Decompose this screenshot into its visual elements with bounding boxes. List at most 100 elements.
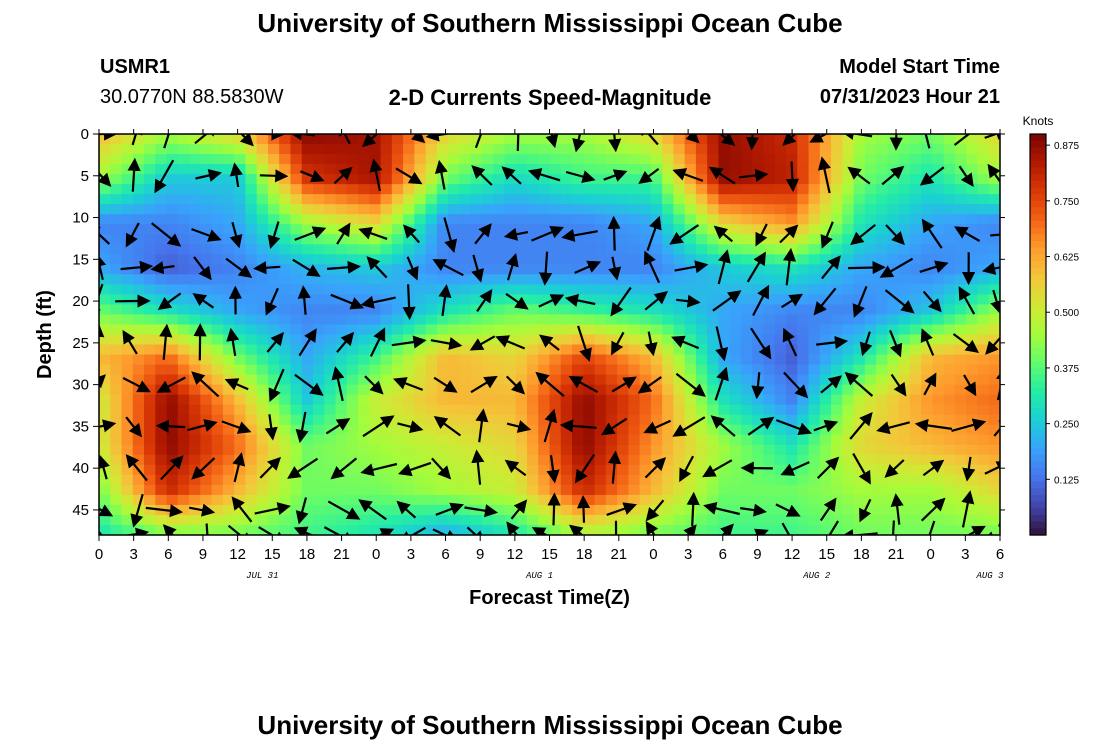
heatmap-cell bbox=[189, 474, 201, 486]
current-vector-arrow bbox=[159, 323, 173, 360]
heatmap-cell bbox=[312, 334, 325, 346]
heatmap-cell bbox=[718, 244, 731, 255]
heatmap-cell bbox=[594, 324, 607, 336]
heatmap-cell bbox=[177, 414, 190, 426]
heatmap-cell bbox=[335, 344, 348, 356]
heatmap-cell bbox=[369, 424, 382, 436]
heatmap-cell bbox=[481, 164, 494, 175]
heatmap-cell bbox=[605, 504, 618, 516]
heatmap-cell bbox=[628, 514, 641, 526]
heatmap-cell bbox=[842, 274, 855, 285]
heatmap-cell bbox=[707, 154, 720, 165]
heatmap-cell bbox=[121, 504, 134, 516]
heatmap-cell bbox=[786, 414, 798, 426]
heatmap-cell bbox=[155, 304, 168, 316]
heatmap-cell bbox=[583, 514, 596, 526]
heatmap-cell bbox=[234, 364, 247, 376]
x-tick-label: 3 bbox=[684, 546, 692, 563]
heatmap-cell bbox=[515, 484, 528, 496]
heatmap-cell bbox=[797, 244, 810, 255]
heatmap-cell bbox=[493, 444, 506, 456]
heatmap-cell bbox=[200, 244, 213, 255]
heatmap-cell bbox=[493, 204, 506, 215]
current-vector-arrow bbox=[568, 376, 599, 394]
heatmap-cell bbox=[358, 274, 370, 285]
heatmap-cell bbox=[335, 264, 348, 275]
heatmap-cell bbox=[617, 154, 629, 165]
colorbar-frame bbox=[1029, 133, 1047, 536]
heatmap-cell bbox=[842, 174, 855, 185]
heatmap-cell bbox=[200, 134, 213, 145]
heatmap-cell bbox=[662, 184, 674, 195]
colorbar-swatch bbox=[1030, 474, 1046, 483]
heatmap-cell bbox=[256, 324, 269, 336]
heatmap-cell bbox=[245, 314, 258, 326]
heatmap-cell bbox=[842, 284, 855, 296]
heatmap-cell bbox=[650, 394, 663, 406]
heatmap-cell bbox=[774, 154, 787, 165]
heatmap-cell bbox=[921, 354, 934, 366]
heatmap-cell bbox=[155, 344, 168, 356]
heatmap-cell bbox=[256, 274, 269, 285]
heatmap-cell bbox=[526, 284, 539, 296]
current-vector-arrow bbox=[958, 286, 976, 315]
heatmap-cell bbox=[729, 474, 742, 486]
current-vector-arrow bbox=[130, 493, 144, 528]
heatmap-cell bbox=[470, 284, 483, 296]
heatmap-cell bbox=[752, 264, 765, 275]
heatmap-cell bbox=[358, 254, 370, 265]
heatmap-cell bbox=[425, 414, 438, 426]
heatmap-cell bbox=[358, 444, 370, 456]
heatmap-cell bbox=[572, 414, 584, 426]
heatmap-cell bbox=[222, 454, 235, 466]
heatmap-cell bbox=[99, 404, 111, 416]
heatmap-cell bbox=[99, 364, 111, 376]
heatmap-cell bbox=[977, 214, 990, 225]
heatmap-cell bbox=[110, 504, 123, 516]
heatmap-cell bbox=[189, 184, 201, 195]
heatmap-cell bbox=[403, 444, 415, 456]
current-vector-arrow bbox=[714, 366, 729, 401]
heatmap-cell bbox=[763, 394, 776, 406]
x-tick-label: 21 bbox=[888, 546, 905, 563]
heatmap-cell bbox=[977, 434, 990, 446]
heatmap-cell bbox=[346, 384, 359, 396]
heatmap-cell bbox=[605, 484, 618, 496]
heatmap-cell bbox=[977, 494, 990, 506]
heatmap-cell bbox=[740, 454, 753, 466]
heatmap-cell bbox=[448, 434, 460, 446]
heatmap-cell bbox=[977, 314, 990, 326]
heatmap-cell bbox=[909, 474, 922, 486]
current-vector-arrow bbox=[781, 522, 797, 535]
heatmap-cell bbox=[526, 134, 539, 145]
colorbar-tick-label: 0.125 bbox=[1054, 475, 1079, 486]
heatmap-cell bbox=[403, 344, 415, 356]
heatmap-cell bbox=[99, 144, 111, 155]
heatmap-cell bbox=[560, 264, 573, 275]
heatmap-cell bbox=[662, 494, 674, 506]
heatmap-cell bbox=[493, 424, 506, 436]
heatmap-cell bbox=[819, 334, 832, 346]
heatmap-cell bbox=[234, 404, 247, 416]
colorbar-swatch bbox=[1030, 521, 1046, 529]
heatmap-cell bbox=[909, 184, 922, 195]
heatmap-cell bbox=[312, 504, 325, 516]
heatmap-cell bbox=[887, 254, 900, 265]
heatmap-cell bbox=[819, 364, 832, 376]
heatmap-cell bbox=[425, 154, 438, 165]
heatmap-cell bbox=[684, 304, 697, 316]
heatmap-cell bbox=[662, 144, 674, 155]
heatmap-cell bbox=[425, 274, 438, 285]
colorbar-swatch bbox=[1030, 401, 1046, 409]
heatmap-cell bbox=[526, 484, 539, 496]
heatmap-cell bbox=[909, 384, 922, 396]
heatmap-cell bbox=[515, 494, 528, 506]
heatmap-cell bbox=[797, 464, 810, 476]
heatmap-cell bbox=[549, 514, 562, 526]
heatmap-cell bbox=[301, 244, 314, 255]
heatmap-cell bbox=[234, 474, 247, 486]
heatmap-cell bbox=[222, 264, 235, 275]
heatmap-cell bbox=[549, 244, 562, 255]
heatmap-cell bbox=[876, 314, 888, 326]
heatmap-cell bbox=[155, 364, 168, 376]
